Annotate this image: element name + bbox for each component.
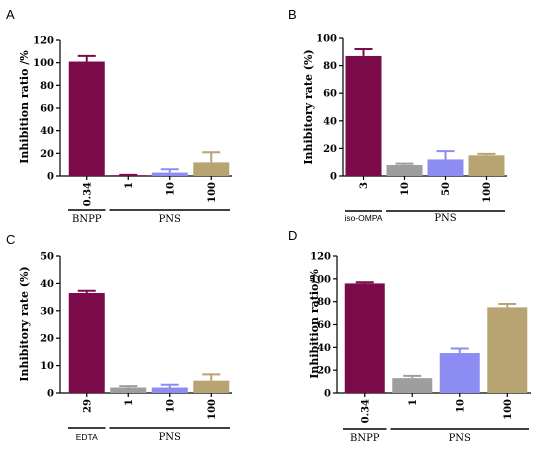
y-tick-label: 60 [40, 104, 54, 115]
y-tick-label: 0 [47, 172, 54, 183]
x-tick-label: 1 [124, 399, 135, 406]
bar [345, 55, 382, 176]
y-tick-label: 20 [323, 144, 337, 155]
panel-d: D Inhibition ratio/% 0 20 40 60 80 100 120 0.34… [288, 228, 531, 444]
y-tick-label: 80 [317, 297, 331, 308]
panel-letter-d: D [288, 228, 297, 243]
bar [68, 61, 105, 176]
y-tick-label: 120 [310, 252, 331, 263]
bar [193, 162, 230, 176]
bar [151, 172, 188, 176]
x-tick-label: 1 [124, 182, 135, 189]
x-tick-label: 100 [207, 182, 218, 203]
y-tick-label: 30 [40, 306, 54, 317]
bar [439, 353, 480, 393]
panel-letter-c: C [6, 232, 15, 247]
y-tick-label: 100 [33, 58, 54, 69]
y-tick-label: 60 [317, 320, 331, 331]
x-tick-label: 10 [400, 182, 411, 196]
bar [193, 380, 230, 393]
x-tick-label: 10 [165, 182, 176, 196]
y-axis-label-b: Inhibitory rate (%) [302, 49, 315, 164]
y-tick-label: 0 [324, 389, 331, 400]
x-tick-label: 29 [82, 399, 93, 413]
bar [427, 159, 464, 176]
y-tick-label: 50 [40, 252, 54, 263]
x-tick-label: 3 [359, 182, 370, 189]
y-tick-label: 60 [323, 89, 337, 100]
y-tick-label: 40 [40, 279, 54, 290]
x-tick-label: 0.34 [360, 399, 371, 423]
x-tick-label: 100 [207, 399, 218, 420]
bar [487, 307, 528, 393]
group-label: EDTA [76, 432, 98, 442]
x-tick-label: 50 [441, 182, 452, 196]
bar [386, 164, 423, 176]
panel-letter-b: B [288, 7, 297, 22]
bar [468, 155, 505, 176]
y-tick-label: 100 [316, 34, 337, 45]
y-tick-label: 20 [317, 366, 331, 377]
y-tick-label: 40 [323, 116, 337, 127]
bar [110, 387, 147, 393]
group-label: PNS [449, 433, 471, 444]
y-tick-label: 20 [40, 334, 54, 345]
y-tick-label: 0 [330, 172, 337, 183]
group-label: BNPP [72, 214, 102, 225]
bar [68, 292, 105, 393]
x-tick-label: 1 [408, 399, 419, 406]
x-tick-label: 0.34 [82, 182, 93, 206]
y-tick-label: 80 [40, 81, 54, 92]
panel-letter-a: A [6, 7, 15, 22]
x-tick-label: 10 [165, 399, 176, 413]
y-axis-label-a: Inhibition ratio /% [18, 50, 31, 164]
y-tick-label: 0 [47, 389, 54, 400]
y-tick-label: 20 [40, 149, 54, 160]
group-label: PNS [159, 214, 181, 225]
panel-a: A Inhibition ratio /% 0 20 40 60 80 100 120 0.3… [6, 7, 232, 225]
y-tick-label: 10 [40, 361, 54, 372]
y-axis-label-c: Inhibitory rate (%) [18, 266, 31, 381]
group-label: PNS [159, 432, 181, 443]
bar [392, 378, 433, 393]
panel-b: B Inhibitory rate (%) 0 20 40 60 80 100 3 10 50 1… [288, 7, 507, 224]
y-axis-label-d: Inhibition ratio/% [308, 269, 321, 379]
bar [151, 387, 188, 393]
bar [344, 283, 385, 393]
x-tick-label: 100 [482, 182, 493, 203]
y-tick-label: 40 [40, 126, 54, 137]
panel-c: C Inhibitory rate (%) 0 10 20 30 40 50 29 1 10 10… [6, 232, 232, 443]
y-tick-label: 80 [323, 61, 337, 72]
group-label: iso-OMPA [344, 213, 382, 223]
y-tick-label: 100 [310, 274, 331, 285]
x-tick-label: 100 [503, 399, 514, 420]
group-label: BNPP [350, 433, 380, 444]
y-tick-label: 40 [317, 343, 331, 354]
group-label: PNS [434, 213, 456, 224]
x-tick-label: 10 [455, 399, 466, 413]
y-tick-label: 120 [33, 36, 54, 47]
